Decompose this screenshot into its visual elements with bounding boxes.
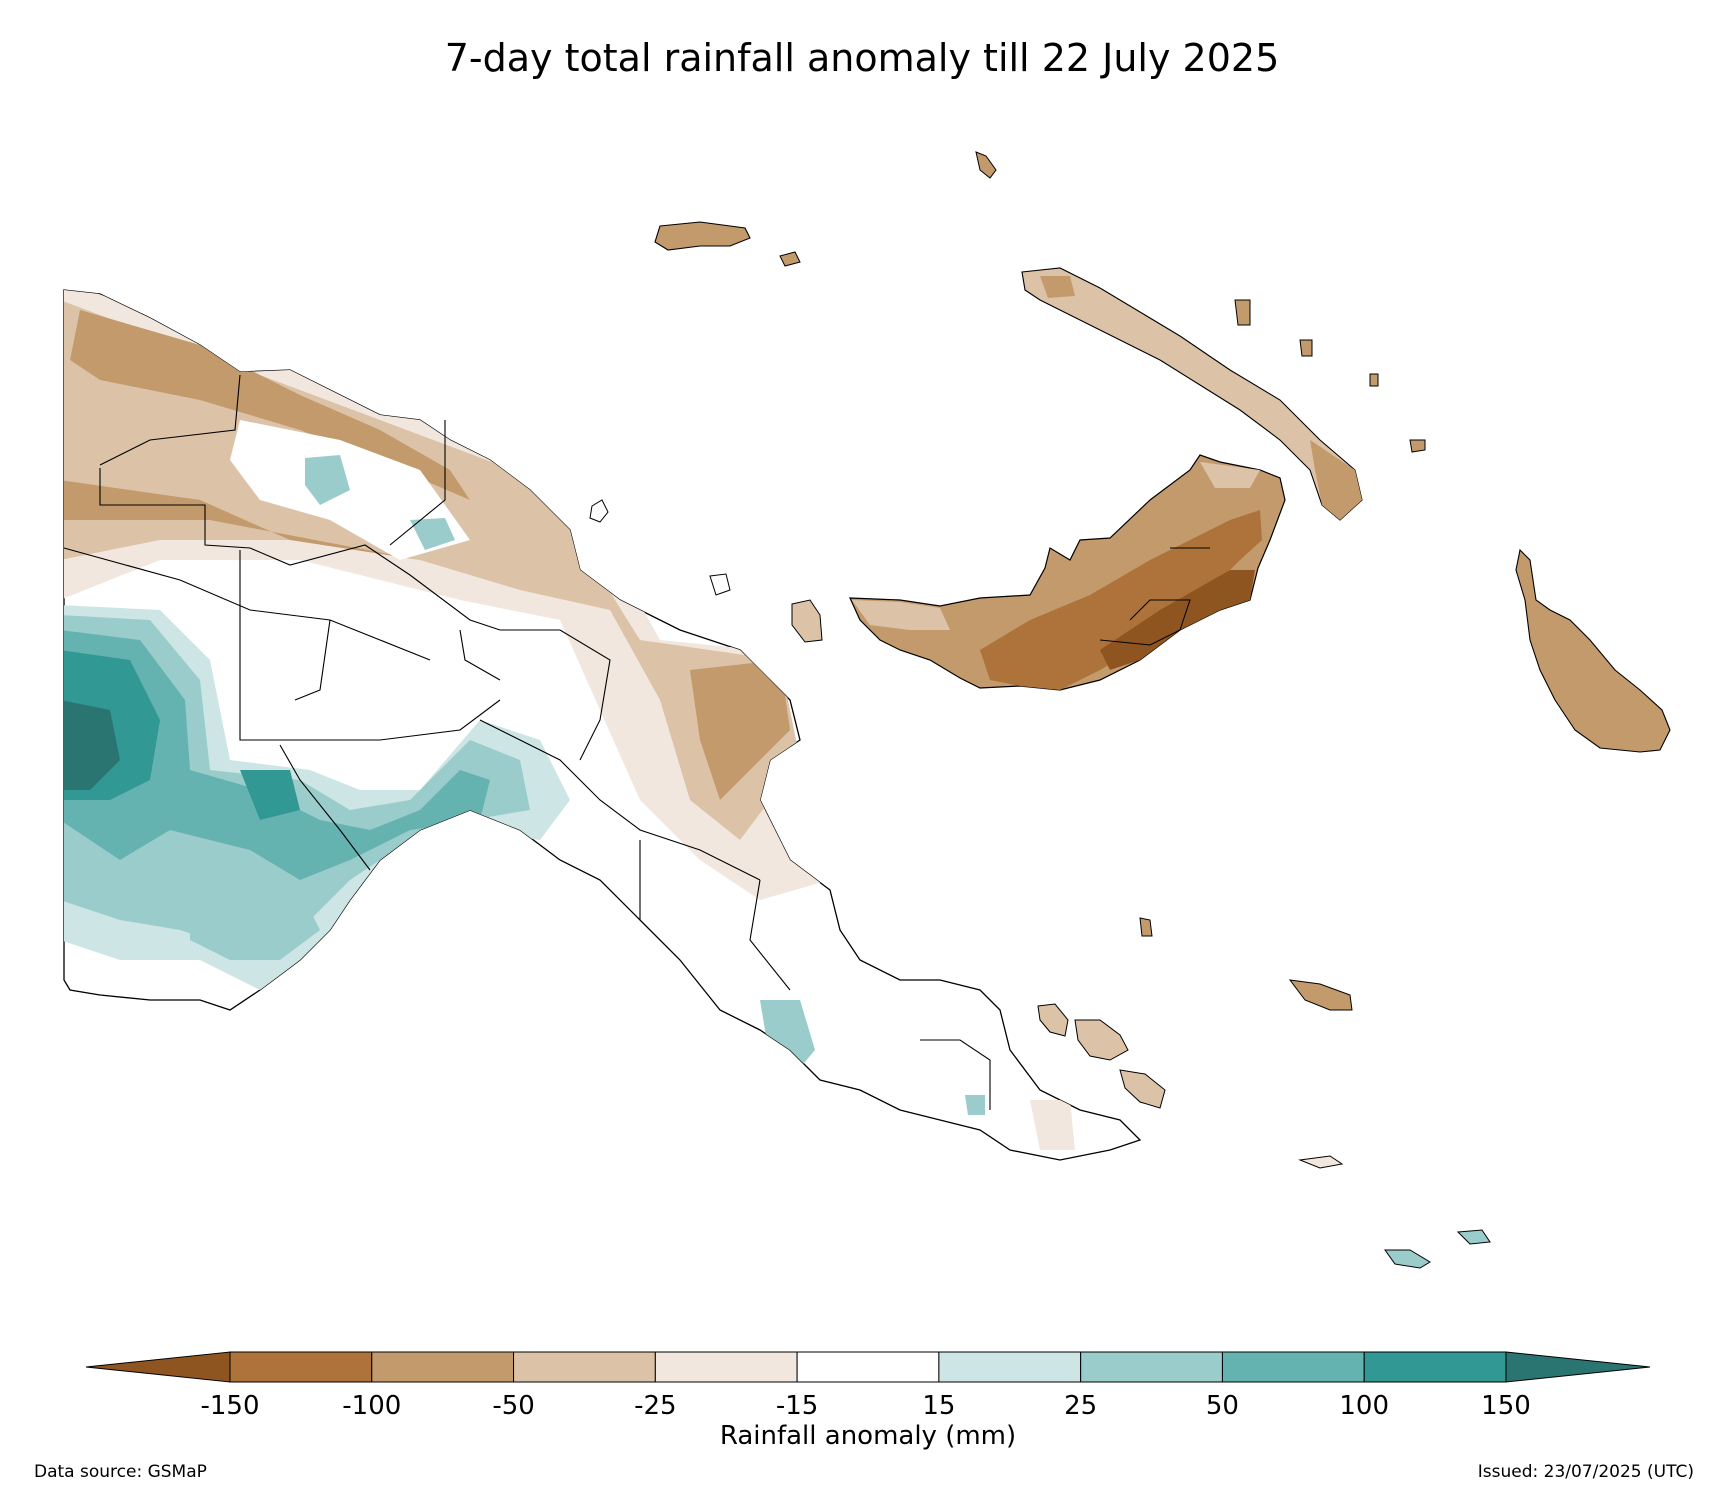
colorbar-bin bbox=[796, 1351, 940, 1383]
island-manus-east bbox=[779, 251, 801, 267]
colorbar-tick-label: 100 bbox=[1339, 1391, 1389, 1421]
gulf-wet-patch bbox=[190, 860, 320, 960]
colorbar-tick-label: 50 bbox=[1206, 1391, 1239, 1421]
colorbar-bin bbox=[938, 1351, 1082, 1383]
colorbar-tick-label: 25 bbox=[1064, 1391, 1097, 1421]
colorbar-bin bbox=[1221, 1351, 1365, 1383]
new-britain-dry-core bbox=[980, 510, 1262, 690]
colorbar-tick-label: -25 bbox=[634, 1391, 676, 1421]
colorbar-ticks: -150 -100 -50 -25 -15 15 25 50 100 150 bbox=[200, 1391, 1530, 1421]
colorbar-under-arrow bbox=[85, 1351, 231, 1383]
issued-date: Issued: 23/07/2025 (UTC) bbox=[1477, 1462, 1694, 1482]
island-trobriand bbox=[1288, 979, 1353, 1011]
island-sudest bbox=[1384, 1249, 1431, 1269]
east-coast-dry-core bbox=[690, 660, 790, 800]
island-new-ireland-mid bbox=[1040, 276, 1075, 298]
new-britain-boundary bbox=[1099, 547, 1210, 646]
colorbar-bin bbox=[229, 1351, 373, 1383]
southeast-dry-tip bbox=[1030, 1100, 1075, 1150]
colorbar-tick-label: 15 bbox=[922, 1391, 955, 1421]
south-wet-inner bbox=[64, 630, 490, 880]
colorbar-bin bbox=[1080, 1351, 1223, 1383]
south-wet-core-2 bbox=[240, 770, 300, 820]
new-britain-east-light bbox=[1200, 462, 1260, 488]
island-umboi bbox=[791, 599, 823, 643]
colorbar-bin bbox=[654, 1351, 798, 1383]
island-bougainville bbox=[1515, 548, 1671, 753]
island-lihir bbox=[1234, 299, 1251, 326]
island-mussau bbox=[975, 151, 997, 179]
island-nissan bbox=[1409, 439, 1426, 453]
island-fergusson bbox=[1074, 1019, 1129, 1061]
colorbar-tick-label: -100 bbox=[342, 1391, 401, 1421]
island-normanby bbox=[1119, 1069, 1166, 1109]
highlands-wet-spot-2 bbox=[410, 518, 455, 550]
island-rossel bbox=[1456, 1229, 1491, 1245]
colorbar-tick-label: -150 bbox=[200, 1391, 259, 1421]
colorbar-bin bbox=[513, 1351, 656, 1383]
north-dry-core bbox=[64, 480, 420, 560]
province-boundaries bbox=[63, 374, 991, 1110]
southeast-wet-spot bbox=[965, 1095, 985, 1115]
colorbar-label: Rainfall anomaly (mm) bbox=[720, 1421, 1016, 1451]
colorbar-bins bbox=[229, 1351, 1507, 1383]
colorbar-bin bbox=[1363, 1351, 1507, 1383]
island-long bbox=[709, 573, 731, 596]
island-new-ireland-south bbox=[1310, 440, 1362, 520]
new-britain-west-light bbox=[852, 600, 950, 630]
colorbar-bin bbox=[371, 1351, 515, 1383]
island-woodlark bbox=[1139, 917, 1153, 937]
highlands-wet-spot bbox=[305, 455, 350, 505]
island-karkar bbox=[589, 499, 609, 523]
island-feni bbox=[1369, 373, 1379, 387]
data-source: Data source: GSMaP bbox=[34, 1462, 207, 1482]
island-tanga bbox=[1299, 339, 1313, 357]
colorbar-tick-label: -15 bbox=[776, 1391, 818, 1421]
chart-title: 7-day total rainfall anomaly till 22 Jul… bbox=[444, 36, 1280, 80]
island-misima bbox=[1298, 1155, 1344, 1169]
new-britain-dry-max bbox=[1100, 570, 1255, 670]
island-manus bbox=[654, 221, 751, 251]
colorbar-tick-label: 150 bbox=[1481, 1391, 1531, 1421]
colorbar-tick-label: -50 bbox=[492, 1391, 534, 1421]
south-wet-max bbox=[64, 700, 120, 790]
mainland-anomaly-shading bbox=[64, 290, 1075, 1150]
colorbar-over-arrow bbox=[1505, 1351, 1651, 1383]
island-goodenough bbox=[1037, 1003, 1069, 1037]
